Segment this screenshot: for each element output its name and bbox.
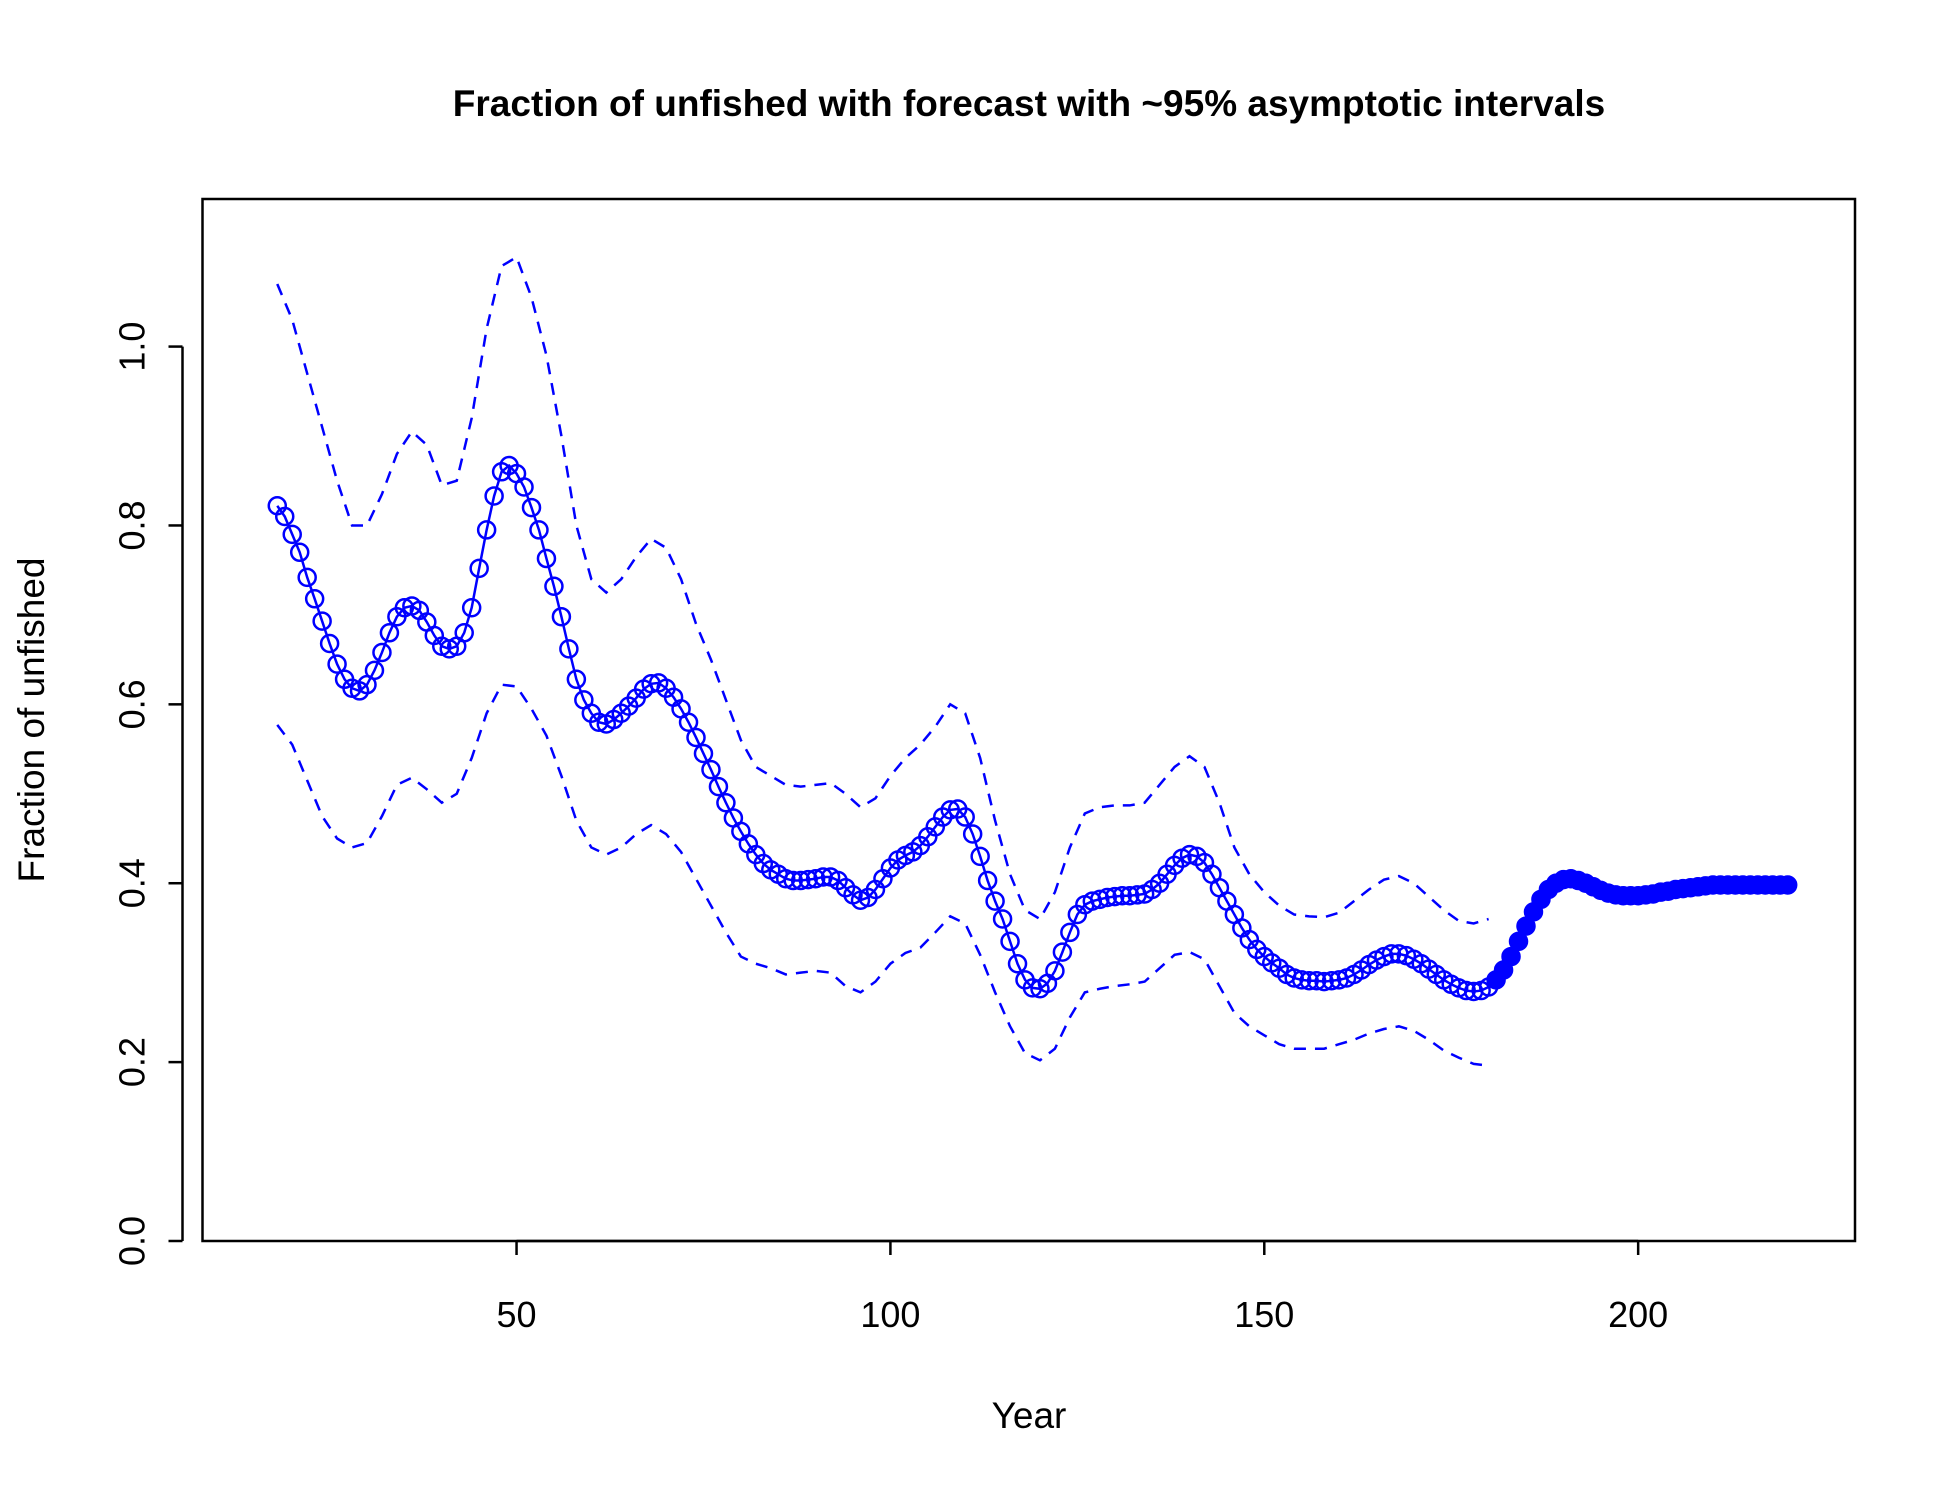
forecast-point (1501, 946, 1521, 967)
estimate-point (1284, 968, 1304, 988)
estimate-point (469, 558, 489, 579)
estimate-point (1299, 970, 1319, 991)
estimate-point (1060, 922, 1080, 943)
estimate-point (783, 870, 803, 891)
chart-title: Fraction of unfished with forecast with … (453, 83, 1605, 124)
y-tick-label: 0.4 (112, 858, 153, 908)
estimate-point (686, 727, 706, 748)
estimate-point (1179, 844, 1200, 865)
estimate-point (454, 623, 474, 643)
estimate-point (1097, 887, 1118, 908)
estimate-point (1000, 931, 1020, 952)
estimate-point (1104, 886, 1125, 907)
forecast-point (1508, 931, 1529, 952)
estimate-point (275, 506, 295, 527)
x-tick-label: 150 (1234, 1294, 1294, 1335)
estimate-point (379, 623, 400, 643)
estimate-point (1090, 889, 1110, 910)
estimate-point (716, 792, 736, 813)
estimate-point (992, 909, 1013, 929)
estimate-point (1381, 944, 1402, 964)
estimate-point (1321, 970, 1342, 991)
y-tick-label: 0.8 (112, 500, 153, 550)
estimate-point (514, 477, 534, 497)
estimate-point (1007, 953, 1028, 974)
y-axis-label: Fraction of unfished (11, 558, 52, 883)
x-tick-label: 200 (1608, 1294, 1668, 1335)
estimate-point (1052, 942, 1073, 962)
estimate-point (297, 567, 317, 588)
estimate-point (476, 520, 497, 540)
estimate-point (708, 776, 729, 797)
estimate-point (289, 542, 310, 563)
estimate-point (536, 548, 557, 569)
estimate-point (484, 486, 504, 506)
estimate-point (566, 669, 587, 690)
estimate-point (372, 642, 392, 663)
estimate-point (394, 598, 415, 618)
x-axis-label: Year (992, 1395, 1067, 1436)
estimate-point (970, 846, 990, 867)
estimate-point (312, 611, 332, 631)
estimate-point (1314, 971, 1334, 992)
estimate-point (977, 870, 998, 891)
estimate-point (955, 807, 975, 827)
estimate-point (798, 869, 818, 890)
x-tick-label: 50 (497, 1294, 537, 1335)
y-tick-label: 0.2 (112, 1037, 153, 1087)
estimate-point (544, 576, 564, 597)
estimate-point (678, 712, 699, 732)
y-tick-label: 1.0 (112, 322, 153, 372)
estimate-point (551, 606, 572, 627)
estimate-point (559, 639, 579, 659)
y-tick-label: 0.0 (112, 1216, 153, 1266)
estimate-point (1291, 970, 1312, 990)
estimate-point (327, 654, 347, 674)
estimate-point (701, 759, 721, 780)
estimate-point (805, 869, 826, 889)
estimate-point (529, 520, 549, 540)
estimate-point (693, 743, 714, 764)
interval-line (276, 255, 1489, 925)
estimate-point (1306, 970, 1327, 991)
estimate-point (521, 497, 542, 518)
estimate-point (1045, 961, 1065, 981)
estimate-point (1456, 980, 1476, 1001)
y-tick-label: 0.6 (112, 679, 153, 729)
interval-line (276, 683, 1489, 1067)
estimate-point (461, 598, 482, 618)
estimate-point (1119, 886, 1140, 906)
estimate-point (985, 891, 1005, 911)
estimate-point (282, 524, 302, 545)
estimate-point (589, 712, 609, 732)
estimate-point (364, 660, 385, 681)
x-tick-label: 100 (860, 1294, 920, 1335)
estimate-point (1112, 886, 1132, 906)
estimate-point (962, 824, 983, 844)
estimate-point (319, 633, 340, 654)
estimate-point (304, 589, 325, 609)
estimate-point (775, 869, 796, 889)
estimate-point (790, 870, 811, 891)
forecast-point (1777, 875, 1798, 895)
